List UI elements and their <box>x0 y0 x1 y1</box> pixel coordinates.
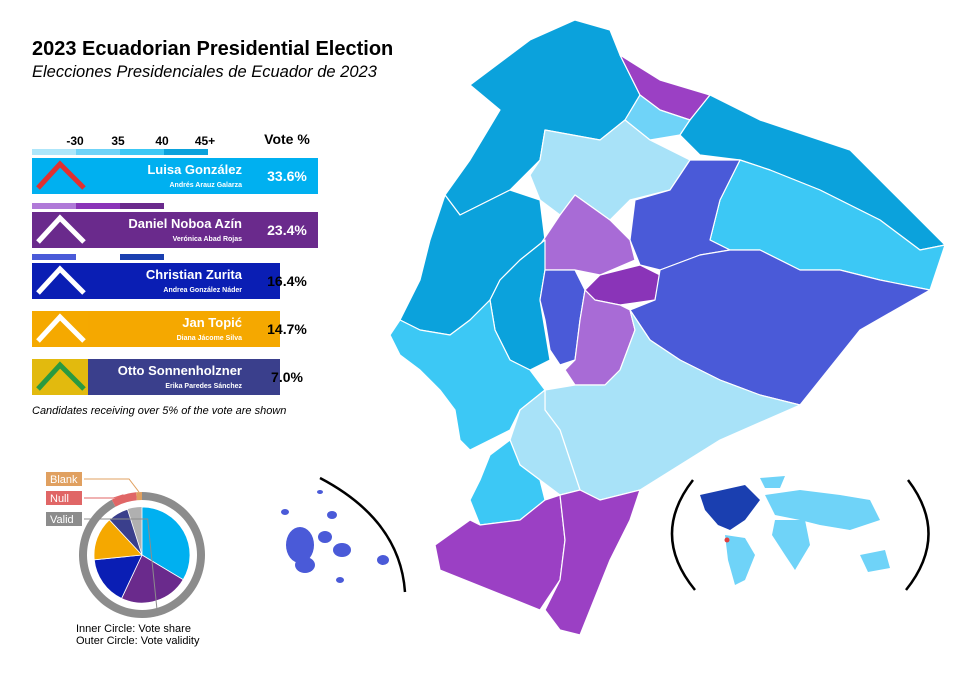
running-mate: Verónica Abad Rojas <box>173 236 242 243</box>
candidate-name: Otto Sonnenholzner <box>118 363 242 378</box>
ring-label: Null <box>50 493 69 505</box>
continent <box>760 476 785 488</box>
note: Candidates receiving over 5% of the vote… <box>32 405 286 417</box>
logo-mark <box>36 313 86 343</box>
pie-caption: Inner Circle: Vote share <box>76 623 191 635</box>
island <box>286 527 314 563</box>
province <box>544 489 641 636</box>
island <box>327 511 337 519</box>
ring-connector <box>84 494 124 499</box>
candidate-name: Christian Zurita <box>146 267 243 282</box>
ring-connector <box>84 518 159 617</box>
island <box>317 490 323 494</box>
scale-label: 45+ <box>195 134 215 148</box>
vote-share: 7.0% <box>271 369 303 385</box>
pie-chart: Blank Null Valid <box>46 472 206 619</box>
subtitle: Elecciones Presidenciales de Ecuador de … <box>32 63 378 81</box>
scale-swatch <box>120 254 164 260</box>
province <box>389 299 546 451</box>
ring-segment <box>111 492 137 507</box>
island <box>318 531 332 543</box>
inset-arc <box>319 476 407 593</box>
running-mate: Andrea González Náder <box>163 287 242 294</box>
continent <box>860 550 890 572</box>
logo-mark <box>36 214 86 244</box>
scale-label: 40 <box>155 134 169 148</box>
vote-share: 14.7% <box>267 321 307 337</box>
province <box>539 269 586 366</box>
scale-swatch <box>32 203 76 209</box>
running-mate: Erika Paredes Sánchez <box>165 383 242 390</box>
continent <box>725 535 755 585</box>
ring-tag <box>46 472 82 486</box>
ring-tag <box>46 512 82 526</box>
pie-caption: Outer Circle: Vote validity <box>76 635 200 647</box>
ring-connector <box>84 478 140 493</box>
scale-swatch <box>76 149 120 155</box>
vote-share: 23.4% <box>267 222 307 238</box>
ring-label: Blank <box>50 474 78 486</box>
scale-swatch <box>120 149 164 155</box>
candidate-name: Jan Topić <box>182 315 242 330</box>
ecuador-marker <box>724 537 730 543</box>
logo-mark <box>36 361 86 391</box>
vote-share: 16.4% <box>267 273 307 289</box>
candidate-panel: -30 35 40 45+ Vote % Luisa González Andrés Ara… <box>32 131 318 395</box>
vote-header: Vote % <box>264 131 310 147</box>
island <box>295 557 315 573</box>
pie-slice <box>141 506 191 581</box>
scale-label: 35 <box>111 134 125 148</box>
scale-swatch <box>164 149 208 155</box>
running-mate: Andrés Arauz Galarza <box>170 182 243 189</box>
pie-slice <box>108 508 143 556</box>
scale-swatch <box>32 254 76 260</box>
title: 2023 Ecuadorian Presidential Election <box>32 38 393 60</box>
world-inset <box>670 476 930 591</box>
candidate-name: Daniel Noboa Azín <box>128 216 242 231</box>
island <box>377 555 389 565</box>
province <box>529 119 691 221</box>
galapagos-inset <box>281 476 407 593</box>
scale-swatch <box>120 203 164 209</box>
scale-swatch <box>76 203 120 209</box>
continent <box>765 490 880 530</box>
ring-label: Valid <box>50 514 74 526</box>
vote-share: 33.6% <box>267 168 307 184</box>
ring-tag <box>46 491 82 505</box>
island <box>281 509 289 515</box>
logo-mark <box>36 160 86 190</box>
inset-arc <box>905 479 930 591</box>
island <box>336 577 344 583</box>
logo-mark <box>36 265 86 295</box>
ring-segment <box>136 492 142 501</box>
continent <box>772 520 810 570</box>
scale-swatch <box>32 149 76 155</box>
continent <box>700 485 760 530</box>
candidate-name: Luisa González <box>147 162 242 177</box>
island <box>333 543 351 557</box>
running-mate: Diana Jácome Silva <box>177 335 242 342</box>
province <box>539 194 636 276</box>
mainland-map <box>389 19 946 636</box>
inset-arc <box>670 479 696 591</box>
pie-slice <box>93 554 143 599</box>
scale-label: -30 <box>66 134 84 148</box>
